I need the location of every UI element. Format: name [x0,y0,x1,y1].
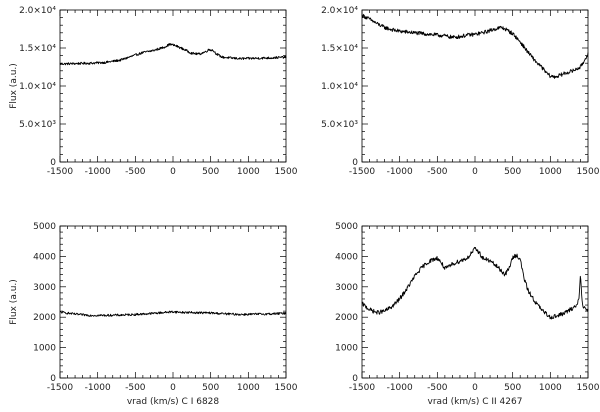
x-tick-label: -1500 [47,167,73,177]
x-tick-label: 1500 [577,167,600,177]
x-tick-label: 500 [202,383,219,393]
x-tick-label: 1500 [275,167,298,177]
x-tick-label: -1000 [85,167,111,177]
chart-panel-3: -1500 -1000 -500 0 500 1000 1500 0 1000 2000 3000 4… [9,222,298,407]
x-tick-label: 500 [202,167,219,177]
x-tick-label: 0 [472,167,478,177]
y-axis-label: Flux (a.u.) [9,63,19,109]
y-tick-label: 1.0×10⁴ [19,82,56,92]
chart-panel-1: -1500 -1000 -500 0 500 1000 1500 0 5.0×10³ 1.0×10… [9,6,298,177]
spectrum-line [59,43,287,66]
y-tick-label: 5.0×10³ [321,120,358,130]
x-tick-label: 1000 [237,167,260,177]
y-tick-label: 5000 [33,222,56,232]
y-tick-label: 3000 [335,283,358,293]
y-tick-label: 4000 [33,252,56,262]
x-tick-label: 1000 [237,383,260,393]
x-tick-label: 1500 [275,383,298,393]
x-tick-label: -500 [427,383,448,393]
y-tick-label: 0 [352,374,358,384]
x-tick-label: 0 [472,383,478,393]
y-tick-label: 2.0×10⁴ [19,6,56,16]
y-tick-label: 2000 [33,313,56,323]
y-tick-label: 1.5×10⁴ [321,44,358,54]
x-tick-label: 1000 [539,383,562,393]
spectrum-line [361,246,589,320]
y-axis-label: Flux (a.u.) [9,279,19,325]
y-tick-label: 3000 [33,283,56,293]
chart-panel-2: -1500 -1000 -500 0 500 1000 1500 0 5.0×10³ 1.0×10… [321,6,600,177]
x-tick-label: -1500 [349,383,375,393]
y-tick-label: 1000 [33,344,56,354]
y-tick-label: 5.0×10³ [19,120,56,130]
x-tick-label: -1000 [387,167,413,177]
x-tick-label: -500 [125,383,146,393]
y-tick-label: 2000 [335,313,358,323]
x-axis-label: vrad (km/s) C II 4267 [428,397,523,407]
x-tick-label: -1000 [85,383,111,393]
y-tick-label: 1000 [335,344,358,354]
x-tick-label: 500 [504,167,521,177]
x-tick-label: 1000 [539,167,562,177]
y-tick-label: 4000 [335,252,358,262]
plot-frame [361,9,589,163]
x-tick-label: -1000 [387,383,413,393]
x-tick-label: 1500 [577,383,600,393]
x-tick-label: -1500 [47,383,73,393]
y-tick-label: 0 [50,158,56,168]
y-tick-label: 2.0×10⁴ [321,6,358,16]
x-tick-label: -500 [427,167,448,177]
y-tick-label: 1.5×10⁴ [19,44,56,54]
y-tick-label: 0 [50,374,56,384]
x-axis-label: vrad (km/s) C I 6828 [127,397,220,407]
x-tick-label: -1500 [349,167,375,177]
spectrum-line [361,13,589,79]
plot-frame [59,225,287,379]
y-tick-label: 1.0×10⁴ [321,82,358,92]
plot-frame [59,9,287,163]
y-tick-label: 0 [352,158,358,168]
x-tick-label: 0 [170,167,176,177]
x-tick-label: -500 [125,167,146,177]
spectrum-line [59,310,287,317]
x-tick-label: 0 [170,383,176,393]
y-tick-label: 5000 [335,222,358,232]
x-tick-label: 500 [504,383,521,393]
panels: -1500 -1000 -500 0 500 1000 1500 0 5.0×10³ 1.0×10… [9,6,600,407]
chart-panel-4: -1500 -1000 -500 0 500 1000 1500 0 1000 2000 3000 4… [335,222,600,407]
